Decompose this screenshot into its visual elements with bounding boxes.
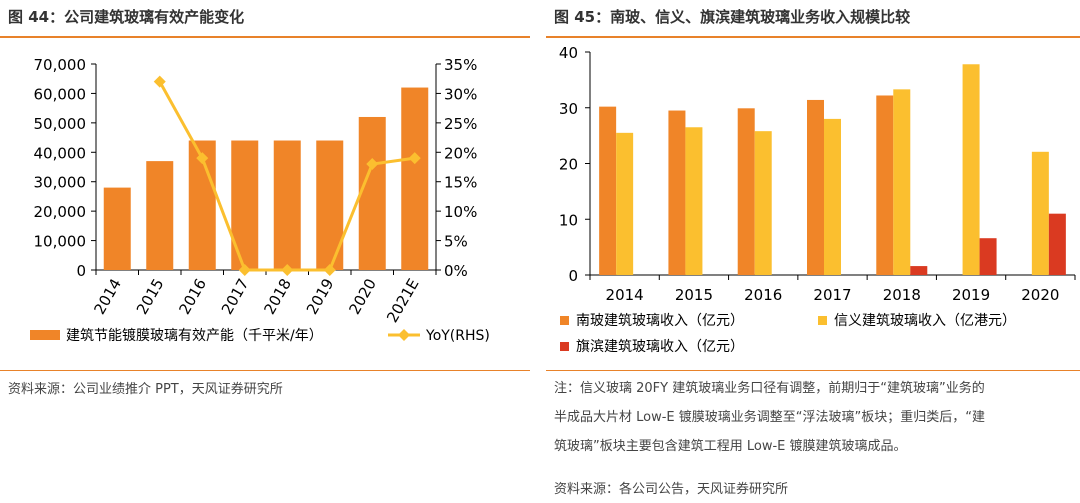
legend-nanbo-swatch [560, 316, 569, 325]
left-chart: 0 10,000 20,000 30,000 40,000 50,000 60,000 70,… [30, 56, 490, 344]
xinyi-bar [1031, 151, 1049, 275]
x-tick-label: 2020 [1021, 286, 1059, 304]
capacity-bar [231, 140, 259, 270]
yoy-point [366, 158, 379, 171]
nanbo-bar [876, 95, 894, 275]
left-y-tick-label: 60,000 [34, 85, 87, 103]
left-y-tick-label: 10,000 [34, 233, 87, 251]
capacity-bar [103, 187, 131, 270]
yoy-point [281, 264, 294, 276]
x-tick-label: 2018 [260, 276, 295, 318]
yoy-point [323, 264, 336, 276]
right-y-tick-label: 10% [444, 203, 477, 221]
yoy-point [408, 152, 421, 165]
legend-qibin-swatch [560, 342, 569, 351]
right-note-line-2: 半成品大片材 Low-E 镀膜玻璃业务调整至“浮法玻璃”板块；重归类后，“建 [554, 410, 985, 425]
right-y-tick-label: 35% [444, 56, 477, 74]
xinyi-bar [616, 132, 634, 275]
right-y-tick-label: 20% [444, 144, 477, 162]
right-chart: 0 10 20 30 40 2014 2015 2016 2017 2018 2019 2020 南玻建… [559, 44, 1076, 355]
left-y-tick-label: 40,000 [34, 144, 87, 162]
nanbo-bar [599, 106, 617, 275]
legend-qibin-label: 旗滨建筑玻璃收入（亿元） [576, 338, 744, 355]
x-tick-label: 2019 [952, 286, 990, 304]
right-title-rule [546, 36, 1080, 38]
right-y-tick-label: 15% [444, 174, 477, 192]
x-tick-label: 2021E [383, 276, 422, 326]
xinyi-bar [685, 127, 703, 275]
x-tick-label: 2015 [675, 286, 713, 304]
xinyi-bar [962, 64, 980, 275]
legend-label-yoy: YoY(RHS) [425, 328, 490, 344]
left-figure-title: 图 44：公司建筑玻璃有效产能变化 [8, 8, 245, 26]
left-y-tick-label: 30,000 [34, 174, 87, 192]
qibin-bar [1048, 213, 1066, 275]
left-y-tick-label: 70,000 [34, 56, 87, 74]
capacity-bar [316, 140, 344, 270]
legend-label-capacity: 建筑节能镀膜玻璃有效产能（千平米/年） [66, 327, 323, 344]
legend-swatch-yoy-marker [398, 329, 410, 341]
right-y-tick-label: 25% [444, 115, 477, 133]
qibin-bar [979, 238, 997, 275]
x-tick-label: 2014 [606, 286, 644, 304]
nanbo-bar [668, 110, 686, 275]
capacity-bar [401, 87, 429, 270]
left-figure-panel: 图 44：公司建筑玻璃有效产能变化 0 10,000 20,000 30,000 40,… [0, 0, 530, 503]
right-source: 资料来源：各公司公告，天风证券研究所 [554, 482, 789, 497]
x-tick-label: 2014 [90, 276, 125, 318]
x-tick-label: 2017 [218, 276, 253, 318]
yoy-point [238, 264, 251, 276]
x-tick-label: 2019 [303, 276, 338, 318]
legend-xinyi-swatch [818, 316, 827, 325]
y-tick-label: 0 [568, 267, 578, 285]
capacity-bar [146, 161, 174, 270]
x-tick-label: 2015 [133, 276, 168, 318]
capacity-bar [358, 116, 386, 270]
nanbo-bar [807, 99, 824, 275]
x-tick-label: 2016 [175, 276, 210, 318]
xinyi-bar [754, 131, 772, 275]
legend-nanbo-label: 南玻建筑玻璃收入（亿元） [576, 312, 744, 329]
left-y-tick-label: 20,000 [34, 203, 87, 221]
right-bottom-rule [546, 370, 1080, 371]
xinyi-bar [893, 89, 911, 275]
left-y-tick-label: 0 [76, 262, 86, 280]
right-note-line-1: 注：信义玻璃 20FY 建筑玻璃业务口径有调整，前期归于“建筑玻璃”业务的 [554, 381, 985, 396]
capacity-bar [273, 140, 301, 270]
legend-swatch-capacity [30, 330, 60, 340]
left-title-rule [0, 36, 530, 38]
right-y-tick-label: 0% [444, 262, 468, 280]
x-tick-label: 2020 [345, 276, 380, 318]
y-tick-label: 40 [559, 44, 578, 62]
legend-xinyi-label: 信义建筑玻璃收入（亿港元） [834, 312, 1016, 329]
right-y-tick-label: 30% [444, 85, 477, 103]
xinyi-bar [824, 118, 841, 276]
left-y-tick-label: 50,000 [34, 115, 87, 133]
right-figure-panel: 图 45：南玻、信义、旗滨建筑玻璃业务收入规模比较 0 10 20 30 40 2014 2… [546, 0, 1080, 503]
right-note: 注：信义玻璃 20FY 建筑玻璃业务口径有调整，前期归于“建筑玻璃”业务的 半成… [554, 374, 1074, 461]
x-tick-label: 2016 [744, 286, 782, 304]
yoy-point [153, 75, 166, 88]
y-tick-label: 30 [559, 100, 578, 118]
right-y-tick-label: 5% [444, 233, 468, 251]
yoy-point [196, 152, 209, 165]
qibin-bar [910, 266, 928, 275]
x-tick-label: 2018 [883, 286, 921, 304]
y-tick-label: 20 [559, 156, 578, 174]
y-tick-label: 10 [559, 211, 578, 229]
left-bottom-rule [0, 370, 530, 371]
right-note-line-3: 筑玻璃”板块主要包含建筑工程用 Low-E 镀膜建筑玻璃成品。 [554, 439, 907, 454]
nanbo-bar [737, 108, 755, 276]
left-source: 资料来源：公司业绩推介 PPT，天风证券研究所 [8, 382, 283, 397]
x-tick-label: 2017 [813, 286, 851, 304]
right-figure-title: 图 45：南玻、信义、旗滨建筑玻璃业务收入规模比较 [554, 8, 911, 26]
